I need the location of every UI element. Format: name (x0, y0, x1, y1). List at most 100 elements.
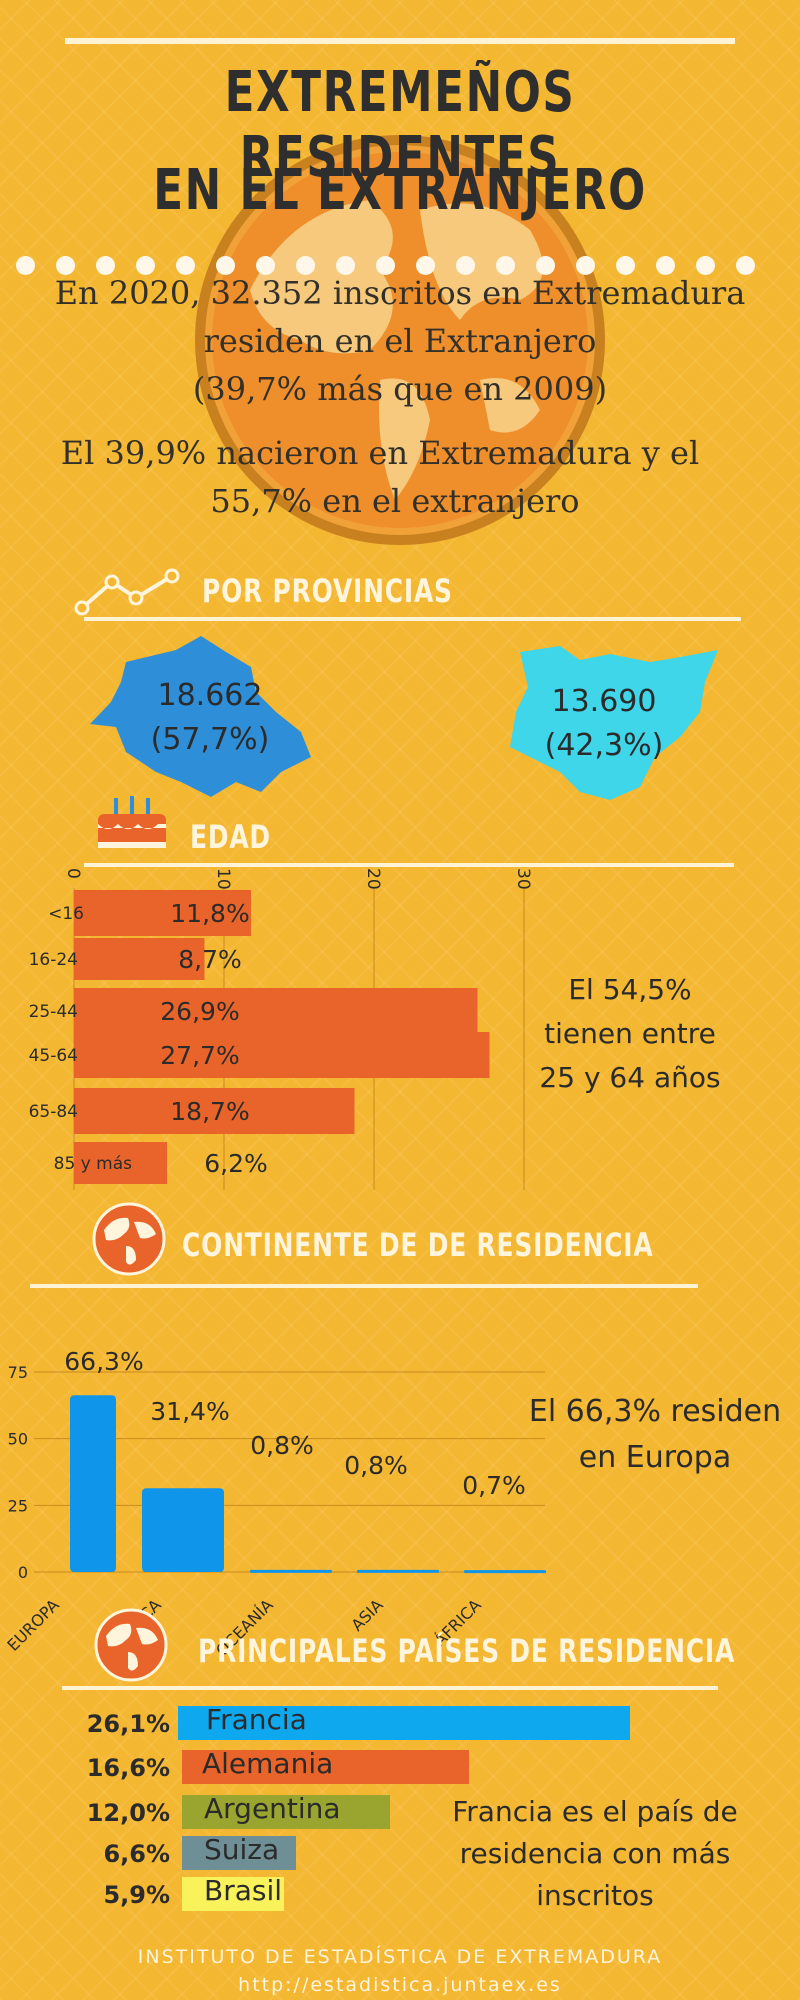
divider-dot (176, 256, 195, 275)
globe-icon (92, 1202, 166, 1276)
age-bar (74, 1032, 490, 1078)
age-bar-chart: 0 10 20 30 <16 11,8% 16-24 8,7% 25-44 26,9% 45-64 2… (29, 868, 533, 1190)
continent-tick-label: 0 (18, 1563, 28, 1582)
divider-dot (576, 256, 595, 275)
paises-note-line1: Francia es el país de (452, 1795, 738, 1828)
dot-divider (16, 256, 776, 276)
continent-value-label: 0,7% (462, 1471, 526, 1500)
age-value-label: 6,2% (204, 1149, 268, 1178)
continent-tick-label: 75 (8, 1363, 28, 1382)
continent-category-label: EUROPA (3, 1595, 63, 1655)
country-bar (178, 1706, 630, 1740)
continente-note-line2: en Europa (578, 1440, 732, 1475)
footer-url[interactable]: http://estadistica.juntaex.es (238, 1974, 562, 1996)
age-value-label: 26,9% (160, 997, 239, 1026)
continent-value-label: 0,8% (250, 1431, 314, 1460)
caceres-map (510, 646, 718, 800)
country-pct-label: 16,6% (86, 1754, 170, 1782)
country-name-label: Argentina (204, 1792, 341, 1825)
age-category-label: 45-64 (29, 1046, 78, 1066)
divider-dot (696, 256, 715, 275)
country-bar (182, 1795, 390, 1829)
continent-bar (464, 1570, 546, 1574)
continent-tick-label: 50 (8, 1430, 28, 1449)
globe-illustration (195, 135, 605, 545)
badajoz-map (90, 636, 311, 797)
continent-value-label: 31,4% (150, 1397, 229, 1426)
section-title-provincias: POR PROVINCIAS (202, 572, 453, 610)
divider-dot (456, 256, 475, 275)
age-tick-label: 20 (363, 868, 383, 890)
age-category-label: 65-84 (29, 1102, 78, 1122)
divider-dot (96, 256, 115, 275)
age-bar (74, 890, 251, 936)
edad-note-line3: 25 y 64 años (539, 1061, 721, 1094)
divider-dot (16, 256, 35, 275)
divider-dot (496, 256, 515, 275)
age-bar (74, 988, 478, 1034)
continent-bar (142, 1488, 224, 1572)
age-tick-label: 10 (213, 868, 233, 890)
country-pct-label: 12,0% (86, 1799, 170, 1827)
badajoz-pct: (57,7%) (150, 722, 270, 757)
continent-bar (250, 1569, 332, 1573)
country-pct-label: 5,9% (103, 1881, 170, 1909)
divider-dot (656, 256, 675, 275)
age-category-label: 16-24 (29, 950, 78, 970)
globe-icon-small (94, 1608, 168, 1682)
divider-dot (296, 256, 315, 275)
provincias-rule (84, 617, 741, 621)
divider-dot (256, 256, 275, 275)
paises-rule (62, 1686, 718, 1690)
trend-line-icon (74, 568, 180, 616)
country-name-label: Suiza (204, 1833, 280, 1866)
badajoz-value: 18.662 (157, 678, 263, 713)
section-title-paises: PRINCIPALES PAÍSES DE RESIDENCIA (198, 1632, 736, 1670)
country-name-label: Alemania (202, 1747, 334, 1780)
country-bar (182, 1836, 296, 1870)
birthday-cake-icon (98, 796, 166, 848)
continent-value-label: 0,8% (344, 1451, 408, 1480)
age-bar (74, 938, 205, 980)
intro-text-line3: (39,7% más que en 2009) (192, 370, 608, 408)
continent-category-label: ASIA (347, 1595, 386, 1634)
country-bar (182, 1877, 284, 1911)
divider-dot (336, 256, 355, 275)
age-value-label: 11,8% (170, 899, 249, 928)
country-pct-label: 26,1% (86, 1710, 170, 1738)
top-rule (65, 38, 735, 44)
section-title-continente: CONTINENTE DE DE RESIDENCIA (182, 1226, 654, 1264)
intro-text-line2: residen en el Extranjero (203, 322, 597, 360)
page-title-line1: EXTREMEÑOS RESIDENTES (224, 60, 576, 190)
age-tick-label: 0 (63, 868, 83, 879)
divider-dot (616, 256, 635, 275)
age-category-label: 25-44 (29, 1002, 78, 1022)
paises-note-line3: inscritos (536, 1879, 654, 1912)
footer-institution: INSTITUTO DE ESTADÍSTICA DE EXTREMADURA (137, 1946, 663, 1968)
age-bar (74, 1088, 355, 1134)
continent-bar (70, 1395, 116, 1572)
continent-value-label: 66,3% (64, 1347, 143, 1376)
age-value-label: 27,7% (160, 1041, 239, 1070)
country-pct-label: 6,6% (103, 1840, 170, 1868)
divider-dot (416, 256, 435, 275)
section-title-edad: EDAD (190, 818, 271, 856)
age-tick-label: 30 (513, 868, 533, 890)
divider-dot (136, 256, 155, 275)
continent-bar-chart: 025507566,3%EUROPA31,4%AMÉRICA0,8%OCEANÍ… (3, 1347, 546, 1660)
continent-tick-label: 25 (8, 1496, 28, 1515)
age-bar (74, 1142, 167, 1184)
edad-rule (84, 863, 734, 867)
country-name-label: Brasil (204, 1874, 283, 1907)
divider-dot (536, 256, 555, 275)
age-value-label: 8,7% (178, 945, 242, 974)
paises-note-line2: residencia con más (459, 1837, 731, 1870)
intro-text-line1: En 2020, 32.352 inscritos en Extremadura (54, 274, 746, 312)
country-bar (182, 1750, 469, 1784)
continente-note-line1: El 66,3% residen (528, 1394, 782, 1429)
continente-rule (30, 1284, 698, 1288)
intro-text-line4: El 39,9% nacieron en Extremadura y el (60, 434, 700, 472)
page-title-line2: EN EL EXTRANJERO (153, 158, 647, 223)
caceres-value: 13.690 (551, 684, 657, 719)
divider-dot (376, 256, 395, 275)
